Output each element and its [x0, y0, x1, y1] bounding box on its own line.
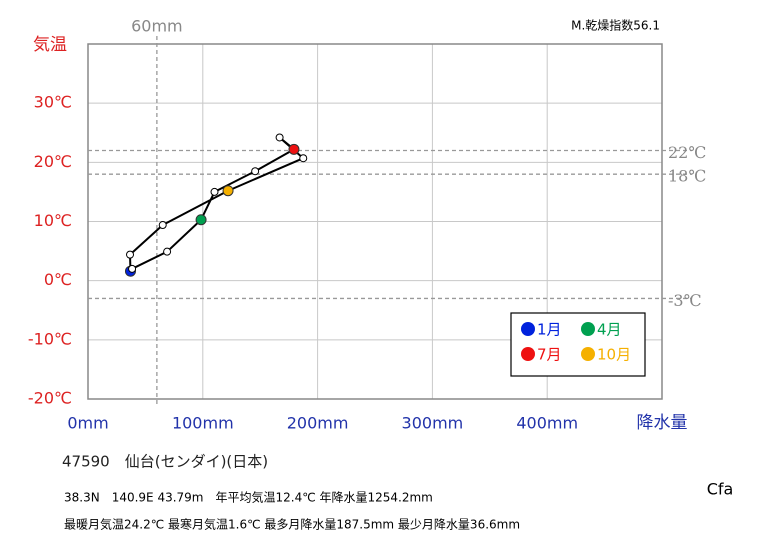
- legend-label: 1月: [537, 321, 562, 339]
- data-point: [163, 247, 172, 256]
- data-point: [195, 214, 207, 226]
- legend-marker: [521, 322, 535, 336]
- aridity-index: M.乾燥指数56.1: [571, 18, 660, 33]
- x-tick-label: 100mm: [172, 414, 234, 433]
- station: 47590 仙台(センダイ)(日本): [62, 453, 268, 471]
- y-tick-label: -10℃: [28, 329, 72, 348]
- x-tick-label: 0mm: [67, 414, 108, 433]
- x-axis-label: 降水量: [637, 413, 688, 433]
- reference-label: -3℃: [668, 291, 701, 310]
- legend: 1月 4月 7月 10月: [510, 312, 646, 377]
- data-point: [275, 133, 284, 142]
- x-tick-label: 400mm: [516, 414, 578, 433]
- legend-marker: [581, 347, 595, 361]
- data-point: [128, 264, 137, 273]
- info-line: 38.3N 140.9E 43.79m 年平均気温12.4℃ 年降水量1254.…: [64, 490, 433, 505]
- y-tick-label: 20℃: [34, 152, 72, 171]
- climate-class: Cfa: [707, 480, 734, 499]
- data-point: [222, 185, 234, 197]
- data-point: [299, 154, 308, 163]
- legend-label: 7月: [537, 346, 562, 364]
- x-tick-label: 200mm: [287, 414, 349, 433]
- y-axis-label: 気温: [33, 35, 67, 55]
- data-point: [251, 167, 260, 176]
- reference-label: 60mm: [131, 17, 183, 36]
- legend-box: [510, 312, 646, 377]
- data-point: [158, 221, 167, 230]
- legend-marker: [581, 322, 595, 336]
- info-line: 最暖月気温24.2℃ 最寒月気温1.6℃ 最多月降水量187.5mm 最少月降水…: [64, 517, 520, 532]
- x-tick-label: 300mm: [402, 414, 464, 433]
- plot-frame: [87, 43, 663, 400]
- data-point: [126, 250, 135, 259]
- reference-label: 18℃: [668, 167, 706, 186]
- y-tick-label: 10℃: [34, 211, 72, 230]
- reference-label: 22℃: [668, 143, 706, 162]
- y-tick-label: 0℃: [44, 270, 72, 289]
- legend-label: 10月: [597, 346, 631, 364]
- data-point: [288, 143, 300, 155]
- data-point: [210, 187, 219, 196]
- y-tick-label: 30℃: [34, 93, 72, 112]
- legend-marker: [521, 347, 535, 361]
- legend-label: 4月: [597, 321, 622, 339]
- y-tick-label: -20℃: [28, 389, 72, 408]
